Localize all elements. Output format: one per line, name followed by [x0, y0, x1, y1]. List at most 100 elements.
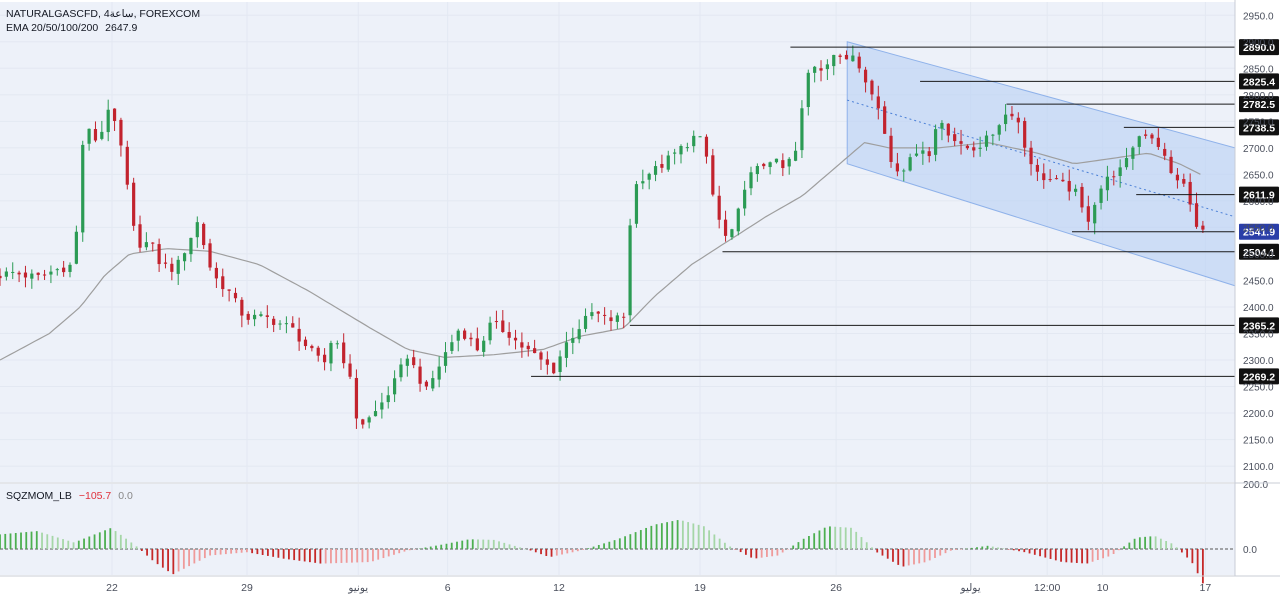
candle-body: [711, 155, 715, 195]
momentum-bar: [377, 549, 380, 560]
momentum-bar: [151, 549, 154, 561]
momentum-bar: [440, 544, 443, 549]
momentum-bar: [576, 549, 579, 552]
candle-body: [1194, 203, 1199, 227]
candle-body: [933, 129, 938, 155]
candle-body: [488, 322, 492, 341]
momentum-bar: [335, 549, 338, 564]
candle-body: [1169, 156, 1173, 173]
candle-body: [310, 345, 314, 349]
candle-body: [170, 263, 174, 272]
price-level-badge: [1239, 368, 1279, 385]
momentum-bar: [487, 539, 490, 549]
momentum-bar: [776, 549, 779, 556]
y-tick-label: 2200.0: [1243, 409, 1274, 420]
candle-body: [558, 356, 562, 373]
momentum-bar: [393, 549, 395, 555]
candle-body: [1093, 204, 1097, 224]
momentum-bar: [445, 543, 448, 549]
candle-body: [749, 172, 753, 189]
candle-body: [265, 315, 269, 317]
x-tick-label: 12: [553, 582, 565, 594]
momentum-bar: [424, 547, 427, 549]
momentum-bar: [613, 540, 616, 549]
indicator-y-tick-label: 0.0: [1243, 545, 1257, 556]
momentum-bar: [372, 549, 374, 562]
candle-body: [615, 315, 619, 322]
candle-body: [1112, 176, 1116, 178]
candle-body: [501, 320, 505, 333]
momentum-bar: [671, 521, 674, 549]
candle-body: [953, 134, 957, 142]
momentum-bar: [865, 542, 868, 549]
momentum-bar: [876, 549, 879, 553]
momentum-bar: [603, 543, 605, 549]
momentum-bar: [871, 547, 873, 549]
momentum-bar: [1102, 549, 1104, 559]
momentum-bar: [534, 549, 537, 553]
candle-body: [202, 223, 206, 246]
momentum-bar: [1028, 549, 1031, 554]
momentum-bar: [1138, 537, 1141, 549]
candle-body: [68, 264, 72, 272]
momentum-bar: [429, 546, 432, 549]
momentum-bar: [766, 549, 768, 557]
candle-body: [373, 411, 378, 417]
momentum-bar: [823, 527, 826, 549]
candle-body: [844, 54, 849, 60]
price-levels[interactable]: 2890.0 2825.4 2782.5 2738.5 2611.9 2541.9 2504…: [531, 39, 1279, 385]
momentum-bar: [366, 549, 369, 563]
momentum-bar: [293, 549, 296, 561]
candle-body: [1201, 225, 1205, 230]
candle-body: [577, 329, 581, 340]
momentum-bar: [907, 549, 910, 566]
momentum-bar: [676, 520, 679, 549]
candle-body: [673, 152, 677, 154]
symbol-title[interactable]: NATURALGASCFD, 4ساعة, FOREXCOM: [6, 8, 201, 20]
momentum-bar: [881, 549, 884, 556]
candle-body: [119, 119, 123, 146]
candle-body: [412, 357, 416, 366]
momentum-bar: [513, 545, 516, 549]
momentum-bar: [634, 532, 637, 549]
candle-body: [1150, 134, 1154, 139]
momentum-bar: [970, 547, 973, 549]
momentum-bar: [251, 549, 254, 554]
momentum-bar: [944, 549, 947, 554]
candle-body: [666, 155, 670, 170]
candle-body: [768, 162, 772, 168]
candle-body: [74, 231, 78, 264]
candle-body: [972, 147, 976, 151]
price-level-badge: [1239, 96, 1279, 113]
momentum-bar: [1070, 549, 1073, 563]
candle-body: [240, 299, 244, 316]
ema-label[interactable]: EMA 20/50/100/200: [6, 22, 99, 34]
momentum-bar: [1170, 543, 1173, 549]
price-level-label: 2738.5: [1243, 122, 1275, 134]
candle-body: [475, 338, 479, 351]
momentum-bar: [508, 544, 511, 549]
momentum-bar: [1107, 549, 1110, 557]
momentum-bar: [771, 549, 774, 557]
candle-body: [787, 158, 791, 167]
candle-body: [316, 347, 320, 356]
momentum-bar: [51, 535, 54, 549]
candle-body: [736, 208, 740, 232]
candle-body: [870, 80, 874, 95]
momentum-bar: [592, 546, 595, 549]
ema-legend: EMA 20/50/100/200 2647.9: [6, 22, 141, 35]
candle-body: [1023, 121, 1027, 148]
candle-body: [437, 366, 441, 380]
momentum-bar: [72, 542, 75, 549]
momentum-bar: [1112, 549, 1115, 554]
candle-body: [163, 262, 168, 264]
momentum-bar: [356, 549, 359, 563]
momentum-bar: [976, 547, 978, 549]
candle-body: [214, 267, 218, 279]
x-tick-label: 12:00: [1034, 582, 1060, 594]
x-tick-label: 29: [241, 582, 253, 594]
momentum-bar: [119, 534, 122, 549]
momentum-bar: [98, 532, 101, 549]
indicator-name[interactable]: SQZMOM_LB: [6, 490, 72, 502]
